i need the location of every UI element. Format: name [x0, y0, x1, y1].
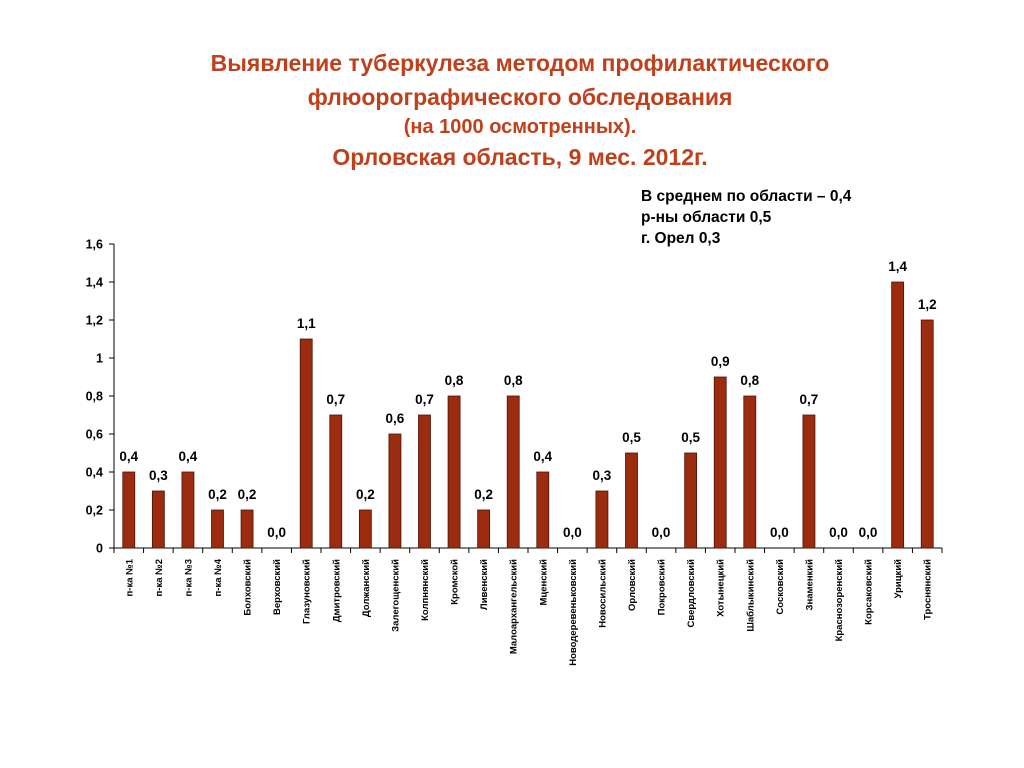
x-category-label: Мценский	[538, 559, 549, 606]
bar	[625, 452, 638, 549]
x-category-label: Новодеревеньковский	[568, 559, 579, 666]
y-tick-label: 1,6	[86, 238, 103, 252]
bar	[358, 509, 372, 549]
x-category-label: Новосильский	[597, 559, 608, 628]
bar-value-label: 0,8	[504, 373, 523, 388]
x-category-label: Орловский	[627, 559, 638, 611]
bar-value-label: 0,6	[386, 411, 405, 426]
bar	[418, 414, 431, 549]
bar-value-label: 0,3	[149, 468, 168, 483]
bar-value-label: 0,2	[474, 487, 493, 502]
bar-value-label: 0,2	[238, 487, 257, 502]
bar-value-label: 0,0	[859, 525, 878, 540]
bar	[536, 471, 550, 549]
bar-value-label: 0,0	[652, 525, 671, 540]
bar-value-label: 0,5	[681, 430, 700, 445]
average-note: В среднем по области – 0,4 р-ны области …	[641, 186, 851, 249]
title-line-2: флюорографического обследования	[307, 84, 733, 110]
bar	[447, 395, 461, 549]
bar	[122, 471, 136, 549]
chart-title: Выявление туберкулеза методом профилакти…	[0, 46, 1024, 174]
bar-value-label: 1,4	[888, 259, 907, 274]
title-line-4: Орловская область, 9 мес. 2012г.	[332, 144, 708, 170]
title-line-3: (на 1000 осмотренных).	[403, 116, 637, 138]
bar-value-label: 0,2	[208, 487, 227, 502]
x-category-label: п-ка №2	[154, 559, 165, 596]
bar	[920, 319, 934, 549]
x-category-label: Троснянский	[923, 559, 934, 620]
x-category-label: Сосковский	[775, 559, 786, 615]
bar-value-label: 0,4	[119, 449, 138, 464]
x-category-label: Колпнянский	[420, 559, 431, 621]
bar	[506, 395, 520, 549]
x-category-label: п-ка №1	[124, 558, 135, 596]
bar-value-label: 1,1	[297, 316, 316, 331]
note-line-orel-city: г. Орел 0,3	[641, 230, 721, 247]
bar-value-label: 0,4	[533, 449, 552, 464]
bar-value-label: 0,0	[770, 525, 789, 540]
x-category-label: п-ка №3	[183, 559, 194, 596]
x-category-label: Залегощенский	[390, 559, 401, 632]
x-category-label: п-ка №4	[213, 558, 224, 596]
x-category-label: Свердловский	[686, 559, 697, 628]
bar	[595, 490, 609, 549]
bar	[891, 281, 905, 549]
x-category-label: Верховский	[272, 559, 283, 615]
bar	[802, 414, 816, 549]
x-category-label: Дмитровский	[331, 559, 342, 622]
bar-value-label: 0,7	[800, 392, 819, 407]
x-category-label: Краснозоренский	[834, 559, 845, 642]
bar-value-label: 0,3	[593, 468, 612, 483]
y-tick-label: 1	[96, 352, 103, 366]
bar	[713, 376, 727, 549]
bar-value-label: 0,2	[356, 487, 375, 502]
bar	[329, 414, 343, 549]
y-tick-label: 1,4	[86, 276, 103, 290]
bar-value-label: 1,2	[918, 297, 937, 312]
x-category-label: Кромской	[450, 559, 461, 605]
x-category-label: Хотынецкий	[716, 559, 727, 617]
x-category-label: Покровский	[657, 559, 668, 615]
bar	[299, 338, 313, 549]
bar-value-label: 0,0	[267, 525, 286, 540]
bar	[388, 433, 402, 549]
bar-value-label: 0,7	[415, 392, 434, 407]
x-category-label: Глазуновский	[302, 559, 313, 624]
x-category-label: Корсаковский	[864, 559, 875, 625]
bar	[477, 509, 491, 549]
bar-value-label: 0,8	[445, 373, 464, 388]
x-category-label: Шаблыкинский	[745, 559, 756, 632]
bar-value-label: 0,4	[179, 449, 198, 464]
bar-value-label: 0,0	[829, 525, 848, 540]
y-tick-label: 0,8	[86, 390, 103, 404]
bar	[181, 471, 195, 549]
note-line-districts: р-ны области 0,5	[641, 209, 772, 226]
y-tick-label: 0	[96, 542, 103, 556]
title-line-1: Выявление туберкулеза методом профилакти…	[210, 50, 830, 76]
x-category-label: Ливенский	[479, 559, 490, 610]
y-tick-label: 0,4	[86, 466, 103, 480]
x-category-label: Малоархангельский	[509, 559, 520, 654]
bar-value-label: 0,9	[711, 354, 730, 369]
bar	[151, 490, 165, 549]
bar-value-label: 0,7	[326, 392, 345, 407]
bar-value-label: 0,0	[563, 525, 582, 540]
bar-value-label: 0,8	[740, 373, 759, 388]
bar	[240, 509, 254, 549]
x-category-label: Болховский	[243, 559, 254, 616]
x-category-label: Урицкий	[893, 559, 904, 599]
bar	[211, 509, 224, 549]
note-line-region-average: В среднем по области – 0,4	[641, 188, 852, 205]
y-tick-label: 0,6	[86, 428, 103, 442]
bar-value-label: 0,5	[622, 430, 641, 445]
x-category-label: Должанский	[361, 559, 372, 617]
bar	[743, 395, 757, 549]
x-category-label: Знаменкий	[804, 559, 815, 611]
y-tick-label: 0,2	[86, 504, 103, 518]
y-tick-label: 1,2	[86, 314, 103, 328]
bar	[684, 452, 698, 549]
